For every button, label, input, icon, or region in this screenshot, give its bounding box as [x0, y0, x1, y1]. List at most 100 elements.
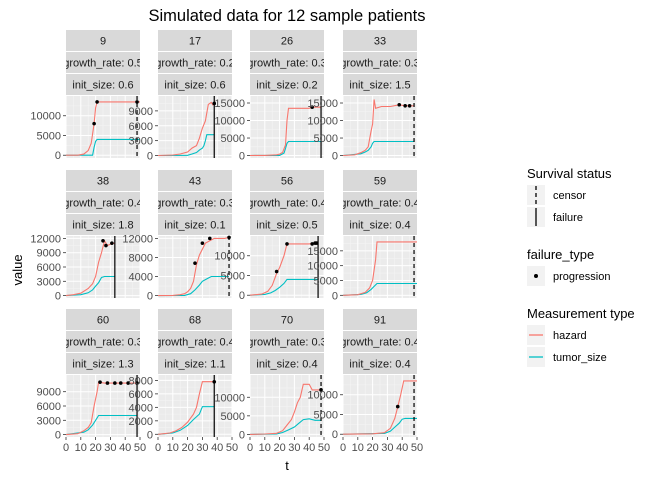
progression-point-9	[95, 100, 99, 104]
legend-label-progression: progression	[553, 271, 610, 283]
y-tick-label-33: 0	[332, 151, 338, 163]
y-tick-label-91: 10000	[307, 390, 338, 402]
y-tick-label-91: 0	[332, 429, 338, 441]
y-tick-label-17: 6000	[129, 121, 153, 133]
strip-id-38: 38	[97, 176, 109, 188]
series-tumor-size-33	[342, 140, 414, 157]
chart-title: Simulated data for 12 sample patients	[149, 7, 426, 25]
strip-init-size-38: init_size: 1.8	[72, 220, 133, 232]
series-hazard-38	[65, 239, 115, 297]
legend-label-failure: failure	[553, 212, 583, 224]
strip-init-size-70: init_size: 0.4	[256, 359, 317, 371]
legend-label-hazard: hazard	[553, 330, 587, 342]
progression-point-38	[104, 243, 108, 248]
y-tick-label-26: 0	[239, 151, 245, 163]
progression-point-60	[98, 380, 102, 384]
y-tick-label-91: 5000	[314, 409, 338, 421]
series-tumor-size-68	[157, 406, 215, 435]
strip-id-17: 17	[189, 36, 201, 48]
strip-init-size-60: init_size: 1.3	[72, 359, 133, 371]
strip-init-size-91: init_size: 0.4	[349, 359, 410, 371]
legend-label-censor: censor	[553, 190, 586, 202]
strip-growth-rate-17: growth_rate: 0.2	[155, 58, 235, 70]
progression-point-43	[227, 235, 231, 240]
strip-init-size-bg-9	[66, 74, 140, 95]
panel-17: 17 growth_rate: 0.2 init_size: 0.6 0 3000 600…	[129, 30, 235, 163]
y-tick-label-68: 2000	[129, 416, 153, 428]
y-tick-label-38: 12000	[30, 233, 61, 245]
x-tick-label-91: 10	[352, 442, 364, 454]
x-tick-label-91: 20	[366, 442, 378, 454]
strip-init-size-bg-59	[343, 214, 417, 235]
progression-point-91	[395, 404, 400, 409]
progression-point-60	[113, 381, 117, 385]
strip-id-bg-59	[343, 170, 417, 191]
strip-init-size-59: init_size: 0.4	[349, 220, 410, 232]
strip-id-bg-68	[158, 309, 232, 330]
strip-init-size-26: init_size: 0.2	[256, 80, 317, 92]
strip-init-size-bg-33	[343, 74, 417, 95]
series-tumor-size-70	[249, 418, 321, 435]
y-tick-label-60: 9000	[37, 387, 61, 399]
panel-59: 59 growth_rate: 0.4 init_size: 0.4 0 5000 100…	[307, 170, 418, 302]
strip-growth-rate-bg-38	[66, 192, 140, 213]
strip-init-size-bg-70	[250, 353, 324, 374]
panel-38: 38 growth_rate: 0.4 init_size: 1.8 0 3000 600…	[30, 170, 141, 303]
x-tick-label-60: 20	[89, 442, 101, 454]
y-tick-label-68: 0	[147, 429, 153, 441]
y-tick-label-70: 10000	[214, 392, 245, 404]
y-tick-label-59: 15000	[307, 246, 338, 258]
strip-init-size-bg-17	[158, 74, 232, 95]
x-axis-label: t	[285, 458, 289, 473]
strip-growth-rate-bg-43	[158, 192, 232, 213]
strip-id-33: 33	[374, 36, 386, 48]
y-tick-label-38: 6000	[37, 262, 61, 274]
x-tick-label-70: 50	[318, 442, 330, 454]
strip-init-size-33: init_size: 1.5	[349, 80, 410, 92]
x-tick-label-70: 10	[259, 442, 271, 454]
y-tick-label-17: 9000	[129, 106, 153, 118]
series-tumor-size-38	[65, 275, 115, 297]
strip-growth-rate-bg-17	[158, 52, 232, 73]
y-tick-label-70: 5000	[221, 411, 245, 423]
x-tick-label-68: 10	[167, 442, 179, 454]
y-tick-label-17: 0	[147, 151, 153, 163]
strip-init-size-68: init_size: 1.1	[164, 359, 225, 371]
y-tick-label-60: 6000	[37, 401, 61, 413]
series-tumor-size-59	[342, 282, 417, 296]
strip-growth-rate-9: growth_rate: 0.5	[63, 58, 143, 70]
panel-43: 43 growth_rate: 0.3 init_size: 0.1 0 4000 800…	[122, 170, 233, 303]
strip-id-bg-26	[250, 30, 324, 51]
panel-9: 9 growth_rate: 0.5 init_size: 0.6 0 5000 1000…	[30, 30, 143, 162]
progression-point-68	[212, 379, 217, 384]
progression-point-60	[135, 381, 139, 385]
progression-point-70	[319, 388, 323, 392]
strip-growth-rate-bg-91	[343, 331, 417, 352]
y-tick-label-38: 9000	[37, 248, 61, 260]
strip-id-9: 9	[100, 36, 106, 48]
x-tick-label-68: 30	[196, 442, 208, 454]
progression-point-38	[101, 238, 105, 243]
y-tick-label-56: 0	[239, 290, 245, 302]
y-tick-label-26: 15000	[214, 98, 245, 110]
strip-growth-rate-bg-56	[250, 192, 324, 213]
y-tick-label-59: 0	[332, 290, 338, 302]
y-tick-label-33: 15000	[307, 98, 338, 110]
strip-growth-rate-bg-9	[66, 52, 140, 73]
progression-point-43	[208, 236, 212, 241]
x-tick-label-91: 40	[396, 442, 408, 454]
y-tick-label-43: 12000	[122, 233, 153, 245]
y-tick-label-59: 10000	[307, 261, 338, 273]
x-tick-label-68: 50	[226, 442, 238, 454]
y-tick-label-17: 3000	[129, 136, 153, 148]
y-tick-label-33: 10000	[307, 116, 338, 128]
series-hazard-26	[249, 106, 321, 157]
x-tick-label-60: 40	[119, 442, 131, 454]
series-hazard-17	[157, 101, 215, 157]
x-tick-label-70: 20	[273, 442, 285, 454]
strip-init-size-bg-26	[250, 74, 324, 95]
y-tick-label-43: 4000	[129, 272, 153, 284]
legend-measurement-title: Measurement type	[527, 306, 635, 321]
